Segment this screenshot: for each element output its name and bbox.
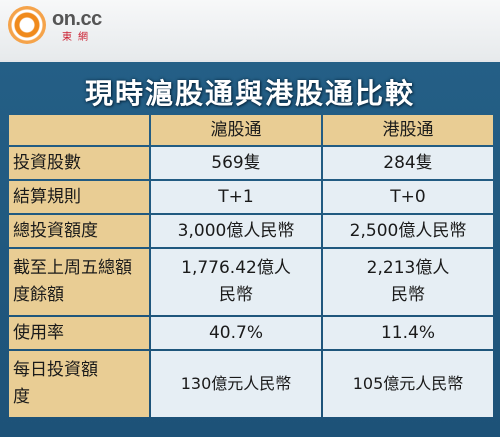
table-cell: 1,776.42億人民幣 [151,249,321,315]
logo-text: on.cc [52,8,102,30]
oncc-logo: on.cc 東網 [8,6,158,46]
table-cell: 11.4% [323,317,493,349]
table-row: 結算規則 T+1 T+0 [9,181,493,213]
row-label: 使用率 [9,317,149,349]
table-cell: 3,000億人民幣 [151,215,321,247]
page-title: 現時滬股通與港股通比較 [84,77,415,110]
row-label: 每日投資額度 [9,351,149,417]
table-corner-cell [9,115,149,145]
table-cell: 284隻 [323,147,493,179]
row-label: 總投資額度 [9,215,149,247]
header-strip: on.cc 東網 [0,0,500,60]
table-header-row: 滬股通 港股通 [9,115,493,145]
table-cell: 569隻 [151,147,321,179]
table-row: 使用率 40.7% 11.4% [9,317,493,349]
row-label: 結算規則 [9,181,149,213]
table-row: 投資股數 569隻 284隻 [9,147,493,179]
table-row: 截至上周五總額度餘額 1,776.42億人民幣 2,213億人民幣 [9,249,493,315]
table-cell: 130億元人民幣 [151,351,321,417]
logo-subtext: 東網 [62,32,94,43]
table-row: 總投資額度 3,000億人民幣 2,500億人民幣 [9,215,493,247]
comparison-panel: 現時滬股通與港股通比較 滬股通 港股通 投資股數 569隻 284隻 結算規則 … [0,62,500,437]
comparison-table: 滬股通 港股通 投資股數 569隻 284隻 結算規則 T+1 T+0 總投資額… [7,113,495,419]
table-cell: 40.7% [151,317,321,349]
table-cell: 105億元人民幣 [323,351,493,417]
table-cell: T+1 [151,181,321,213]
table-row: 每日投資額度 130億元人民幣 105億元人民幣 [9,351,493,417]
table-cell: 2,213億人民幣 [323,249,493,315]
table-cell: 2,500億人民幣 [323,215,493,247]
table-cell: T+0 [323,181,493,213]
column-header-hk-connect: 港股通 [323,115,493,145]
row-label: 投資股數 [9,147,149,179]
row-label: 截至上周五總額度餘額 [9,249,149,315]
logo-ring-icon [8,6,46,44]
column-header-shanghai-connect: 滬股通 [151,115,321,145]
